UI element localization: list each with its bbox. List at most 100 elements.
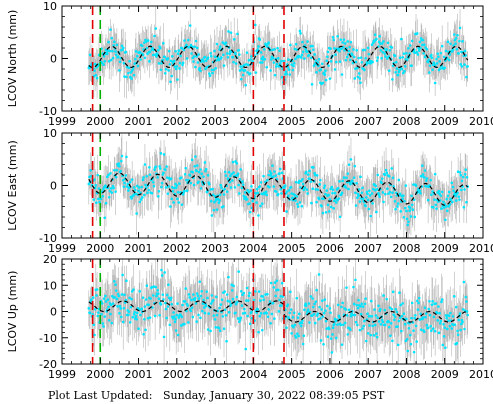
data-point: [195, 55, 198, 58]
data-point: [242, 291, 246, 295]
data-point: [408, 44, 412, 47]
data-point: [111, 302, 115, 305]
data-point: [98, 200, 101, 204]
data-point: [174, 329, 178, 332]
data-point: [110, 36, 114, 40]
data-point: [400, 314, 404, 318]
data-point: [319, 339, 323, 342]
data-point: [352, 285, 355, 289]
data-point: [464, 295, 468, 299]
data-point: [159, 152, 163, 155]
data-point: [176, 197, 179, 201]
data-point: [246, 71, 249, 74]
data-point: [423, 43, 426, 47]
data-point: [405, 58, 409, 62]
data-point: [278, 62, 282, 65]
data-point: [425, 323, 429, 327]
data-point: [427, 307, 431, 311]
data-point: [209, 302, 213, 305]
data-point: [371, 202, 374, 205]
data-point: [148, 173, 152, 176]
data-point: [407, 326, 411, 330]
data-point: [100, 312, 103, 316]
data-point: [415, 32, 419, 35]
data-point: [107, 173, 110, 177]
data-point: [152, 184, 156, 188]
data-point: [205, 66, 209, 69]
data-point: [360, 60, 364, 64]
x-tick-label: 1999: [48, 242, 76, 255]
data-point: [353, 313, 357, 317]
data-point: [346, 40, 350, 43]
data-point: [272, 286, 276, 289]
data-point: [225, 293, 229, 296]
data-point: [239, 65, 242, 68]
data-point: [356, 75, 360, 79]
data-point: [322, 197, 325, 200]
data-point: [363, 48, 367, 52]
data-point: [340, 343, 344, 346]
data-points: [87, 23, 469, 87]
data-point: [100, 302, 104, 305]
x-tick-label: 2009: [431, 115, 459, 128]
footer-label: Plot Last Updated:: [48, 389, 153, 402]
data-points: [87, 268, 469, 354]
data-point: [423, 169, 427, 172]
data-point: [89, 169, 93, 172]
data-point: [345, 286, 348, 289]
x-tick-label: 2002: [163, 368, 191, 381]
data-point: [197, 180, 200, 184]
data-point: [195, 46, 199, 50]
data-point: [430, 56, 434, 60]
data-point: [276, 192, 280, 196]
data-point: [376, 316, 380, 319]
data-point: [234, 62, 238, 65]
data-point: [372, 334, 376, 337]
data-point: [298, 201, 302, 204]
data-point: [312, 64, 316, 67]
data-point: [292, 61, 296, 65]
data-point: [154, 165, 158, 168]
data-point: [297, 179, 301, 183]
data-point: [302, 188, 306, 192]
data-point: [273, 281, 277, 284]
data-point: [305, 188, 309, 191]
data-point: [417, 46, 420, 50]
data-point: [176, 190, 180, 194]
data-point: [321, 211, 325, 215]
data-point: [402, 216, 406, 219]
data-point: [271, 175, 275, 179]
data-point: [215, 313, 219, 317]
data-point: [384, 192, 387, 196]
data-point: [375, 210, 378, 214]
data-point: [278, 49, 281, 53]
data-point: [364, 196, 368, 199]
data-point: [423, 330, 426, 334]
data-point: [456, 333, 460, 337]
data-point: [94, 183, 98, 187]
x-tick-label: 2009: [431, 242, 459, 255]
data-point: [259, 61, 262, 64]
data-point: [118, 60, 122, 64]
data-point: [404, 184, 408, 187]
data-point: [458, 171, 462, 174]
data-point: [173, 320, 177, 324]
data-point: [259, 204, 262, 208]
data-point: [204, 304, 208, 308]
data-point: [458, 39, 461, 43]
data-point: [247, 190, 251, 194]
data-point: [388, 49, 392, 52]
data-point: [113, 40, 116, 44]
data-point: [117, 294, 121, 298]
data-point: [459, 328, 462, 332]
data-point: [324, 309, 327, 312]
data-point: [95, 294, 98, 297]
data-point: [141, 196, 144, 199]
data-point: [262, 174, 265, 178]
data-point: [426, 198, 430, 202]
data-point: [328, 307, 332, 310]
data-point: [202, 60, 205, 63]
data-point: [396, 325, 399, 328]
data-point: [141, 44, 144, 48]
